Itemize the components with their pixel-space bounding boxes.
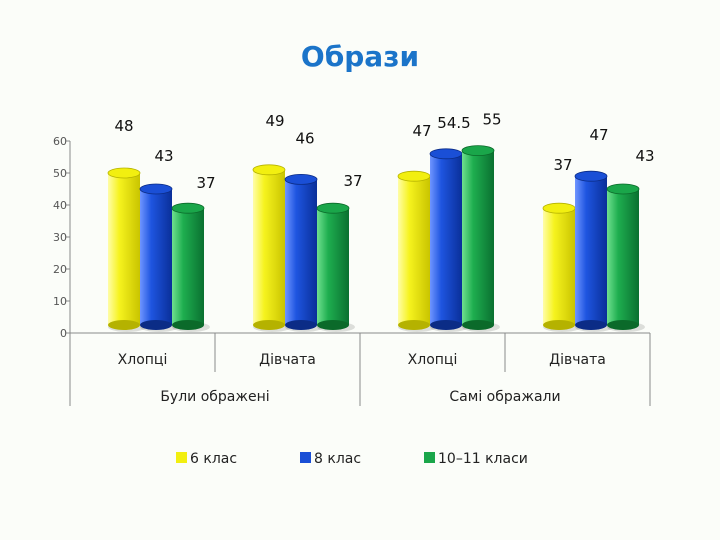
bar-top [171, 202, 205, 214]
bar-base [398, 320, 430, 330]
legend-item: 6 клас [176, 451, 237, 467]
bar-body [285, 179, 317, 325]
data-label: 47 [412, 122, 431, 140]
bar [316, 202, 355, 332]
bar-top [397, 170, 431, 182]
legend-swatch [424, 452, 435, 463]
bar-top [574, 170, 608, 182]
bar-base [140, 320, 172, 330]
legend-swatch [300, 452, 311, 463]
bar-top [316, 202, 350, 214]
bar [252, 164, 291, 332]
bar-top [461, 145, 495, 157]
y-tick-label: 0 [60, 327, 67, 340]
legend-label: 8 клас [314, 451, 361, 467]
y-tick-label: 60 [53, 135, 67, 148]
legend-item: 10–11 класи [424, 451, 528, 467]
data-label: 37 [553, 156, 572, 174]
bar [397, 170, 436, 332]
bar-base [543, 320, 575, 330]
data-label: 43 [635, 147, 654, 165]
data-label: 37 [196, 174, 215, 192]
bar-top [429, 148, 463, 160]
bar [461, 145, 500, 332]
bar [606, 183, 645, 332]
bar-base [285, 320, 317, 330]
data-label: 55 [482, 111, 501, 129]
y-tick-label: 40 [53, 199, 67, 212]
y-tick-label: 20 [53, 263, 67, 276]
y-tick-label: 30 [53, 231, 67, 244]
bar-body [172, 208, 204, 325]
legend-label: 6 клас [190, 451, 237, 467]
bar-top [139, 183, 173, 195]
x-category-label: Хлопці [118, 352, 168, 368]
data-label: 43 [154, 147, 173, 165]
x-group-label: Самі ображали [449, 389, 560, 405]
bar-base [317, 320, 349, 330]
bar-body [430, 153, 462, 325]
y-tick-label: 50 [53, 167, 67, 180]
data-label: 48 [114, 117, 133, 135]
bar [284, 173, 323, 332]
bar-body [317, 208, 349, 325]
bar [574, 170, 613, 332]
bar-top [542, 202, 576, 214]
bar-base [172, 320, 204, 330]
bar-top [606, 183, 640, 195]
bar-top [284, 173, 318, 185]
bar-body [253, 169, 285, 325]
x-group-label: Були ображені [160, 389, 269, 405]
legend-item: 8 клас [300, 451, 361, 467]
legend-swatch [176, 452, 187, 463]
bar-body [398, 176, 430, 325]
y-tick-label: 10 [53, 295, 67, 308]
x-category-label: Хлопці [408, 352, 458, 368]
bar-base [462, 320, 494, 330]
bar-base [108, 320, 140, 330]
bar-body [462, 150, 494, 325]
bar-base [430, 320, 462, 330]
data-label: 47 [589, 126, 608, 144]
bar-base [253, 320, 285, 330]
chart-title: Образи [301, 40, 419, 73]
bar-body [543, 208, 575, 325]
legend-label: 10–11 класи [438, 451, 528, 467]
bar [171, 202, 210, 332]
data-label: 46 [295, 129, 314, 147]
bar-base [607, 320, 639, 330]
bar-body [140, 189, 172, 325]
bar-body [108, 173, 140, 325]
bar [429, 148, 468, 332]
x-category-label: Дівчата [259, 352, 316, 368]
bar [139, 183, 178, 332]
data-label: 37 [343, 172, 362, 190]
data-label: 54.5 [437, 114, 470, 132]
bar-body [607, 189, 639, 325]
x-category-label: Дівчата [549, 352, 606, 368]
bar [107, 167, 146, 332]
bar-body [575, 176, 607, 325]
bar [542, 202, 581, 332]
data-label: 49 [265, 112, 284, 130]
bar-base [575, 320, 607, 330]
bar-top [107, 167, 141, 179]
bar-top [252, 164, 286, 176]
